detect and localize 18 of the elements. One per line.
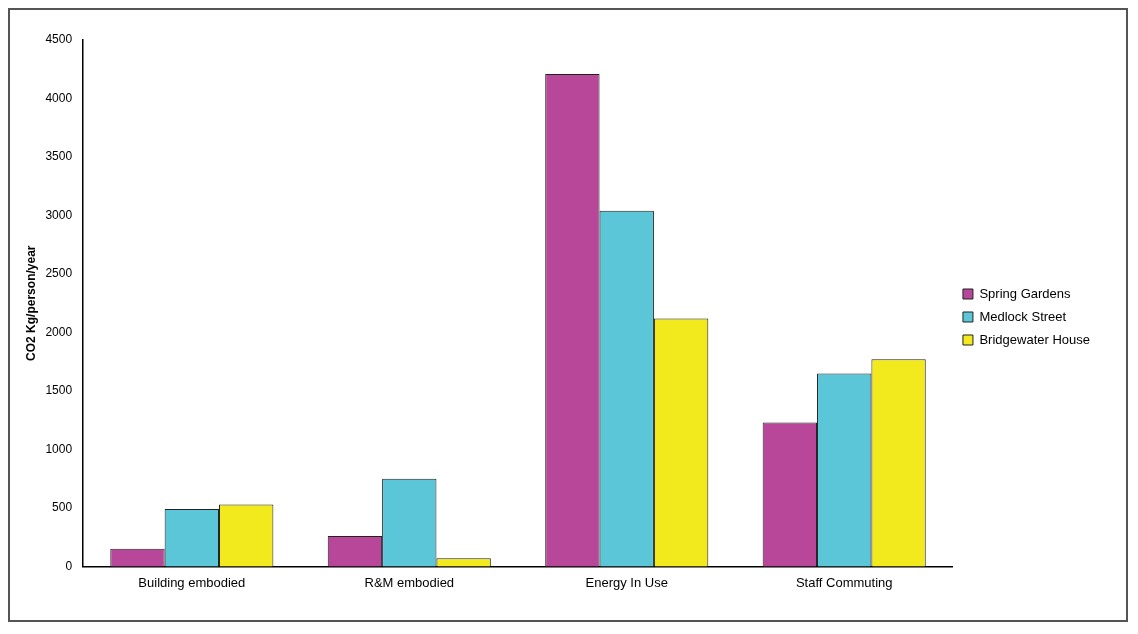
y-tick-label: 1000 [45, 441, 73, 456]
legend-label: Bridgewater House [979, 331, 1091, 347]
y-tick-label: 500 [52, 500, 73, 515]
y-tick-label: 3000 [45, 207, 73, 222]
y-tick-label: 4000 [45, 90, 73, 105]
y-tick-label: 2000 [45, 324, 73, 339]
y-tick-label: 4500 [45, 32, 73, 47]
x-tick-label: Building embodied [138, 574, 246, 590]
legend-label: Medlock Street [979, 308, 1067, 324]
x-tick-label: R&M embodied [364, 574, 455, 590]
y-tick-label: 3500 [45, 149, 73, 164]
y-tick-label: 2500 [45, 266, 73, 281]
y-tick-label: 0 [65, 558, 73, 573]
y-tick-label: 1500 [45, 383, 73, 398]
legend-label: Spring Gardens [979, 285, 1071, 301]
y-axis-title: CO2 Kg/person/year [23, 245, 38, 361]
x-tick-label: Staff Commuting [795, 574, 893, 590]
x-tick-label: Energy In Use [585, 574, 668, 590]
